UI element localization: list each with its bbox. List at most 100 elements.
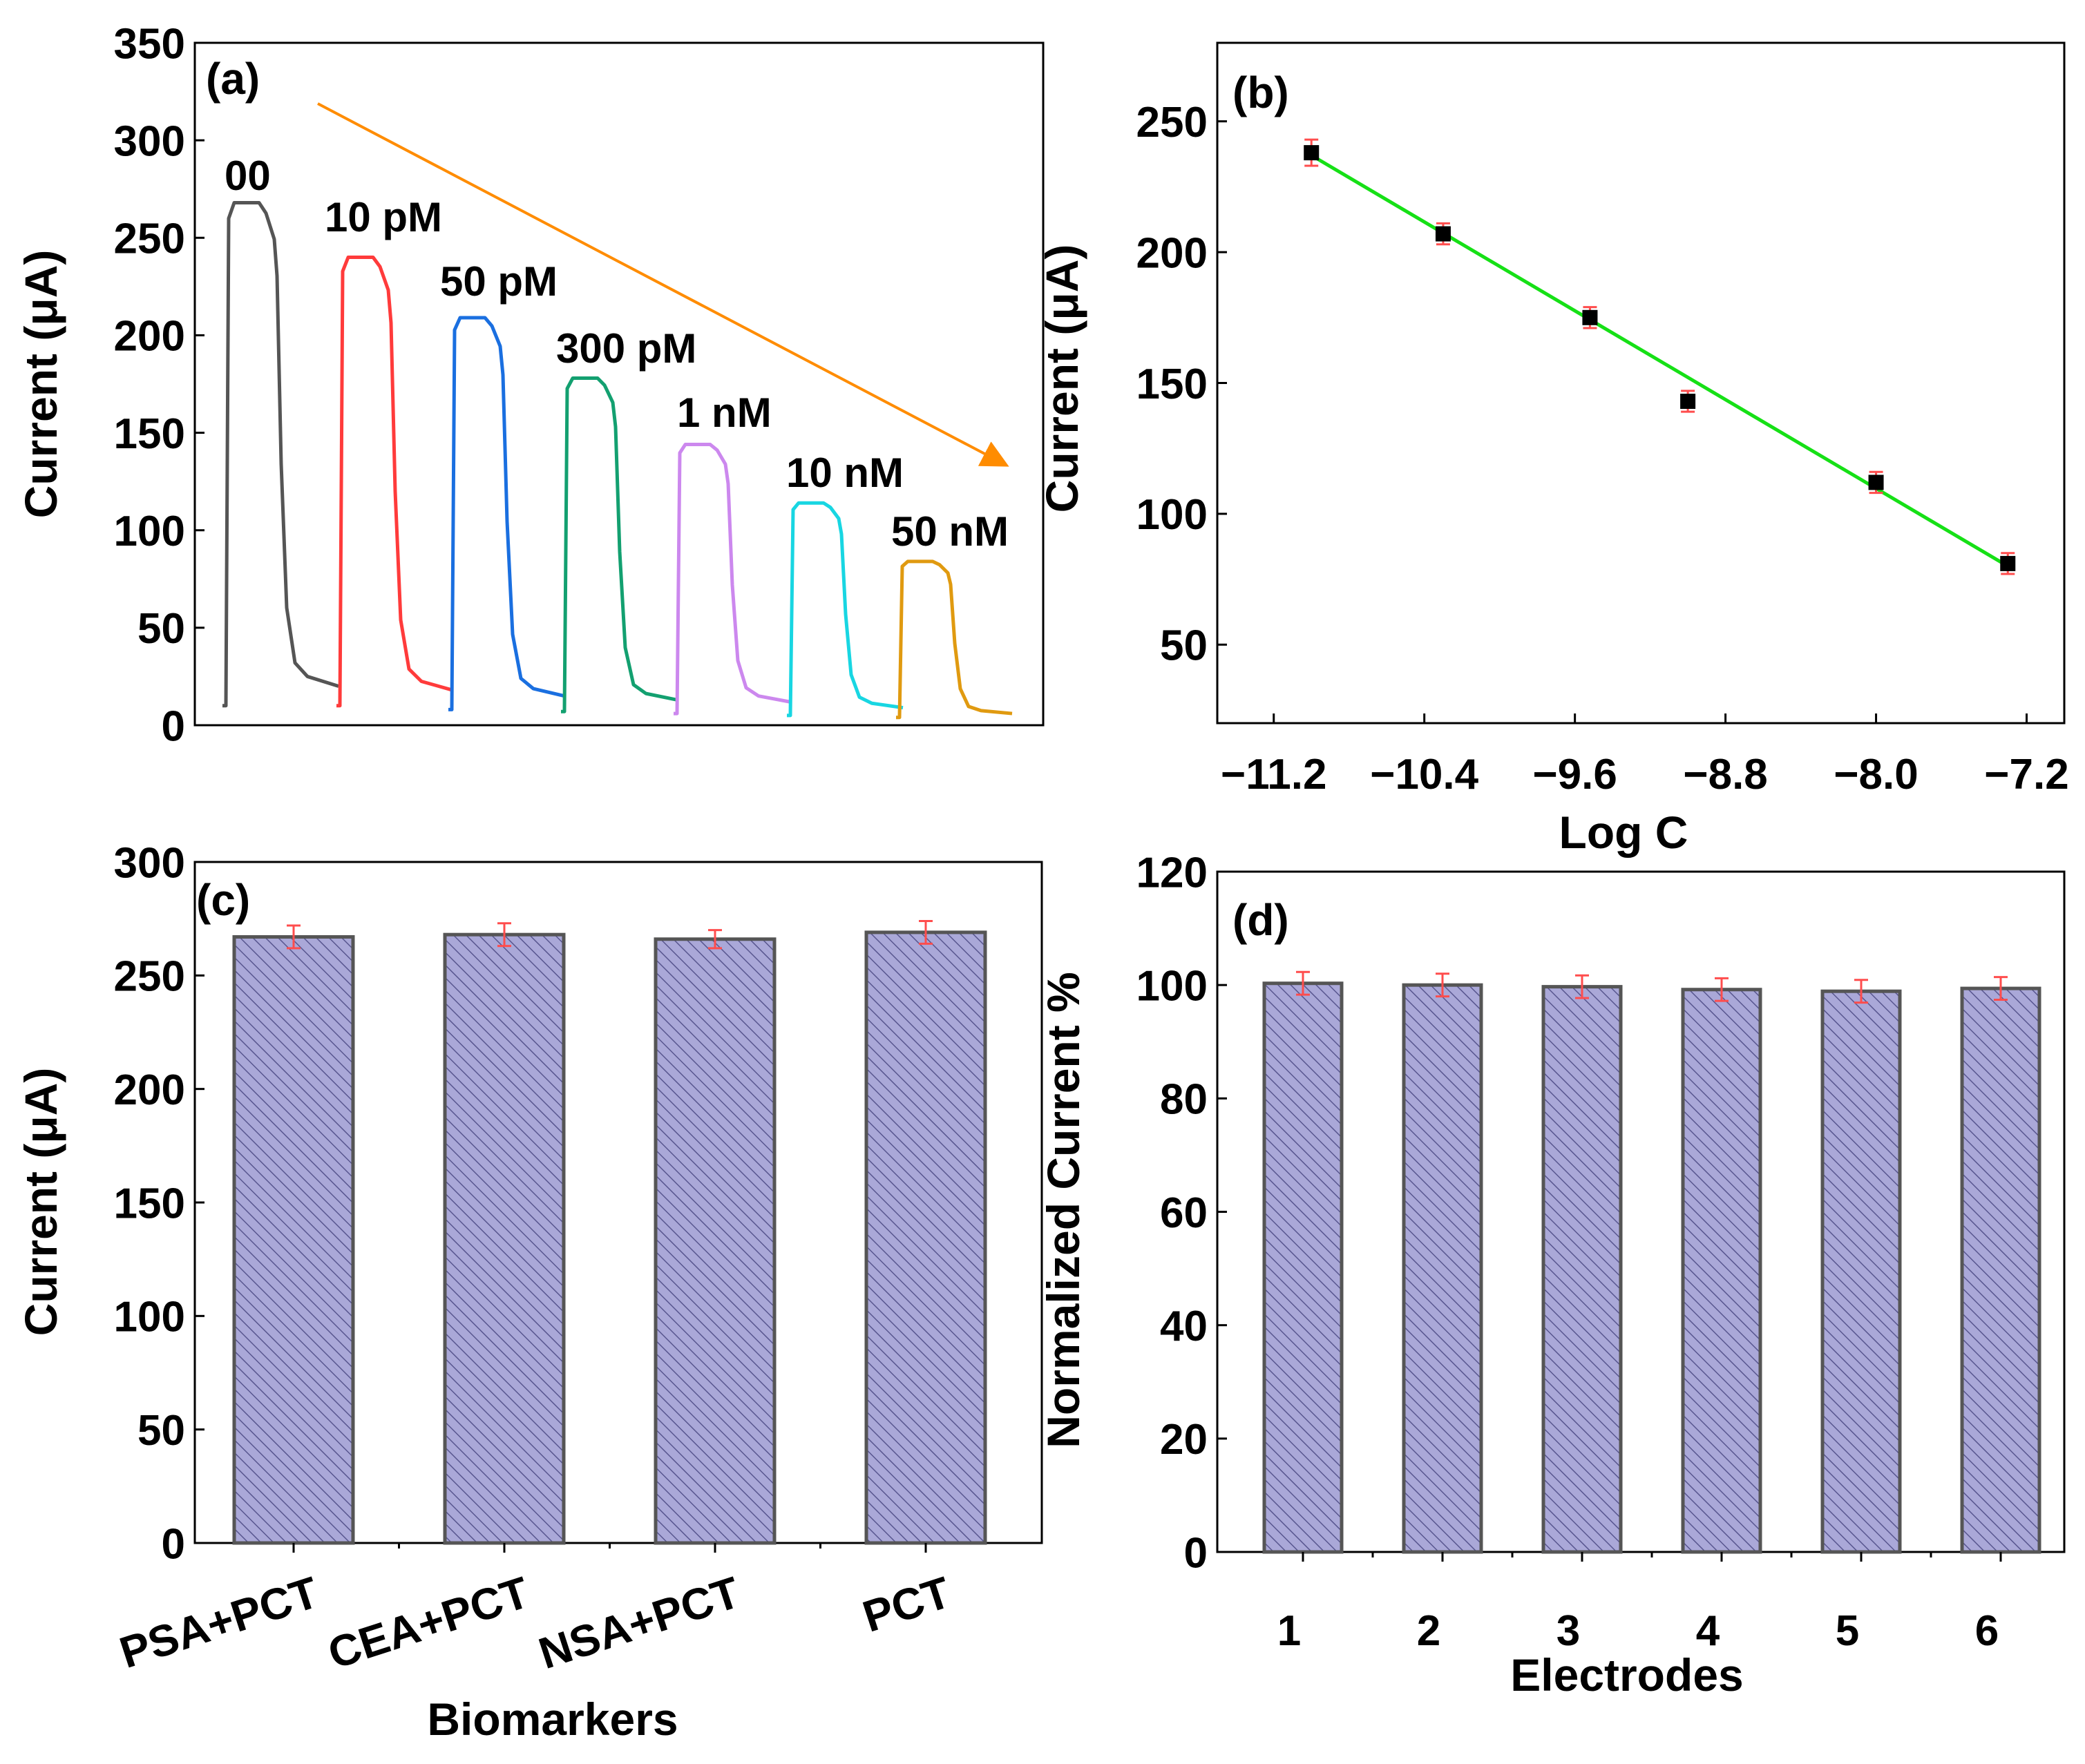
series-line [674, 443, 790, 716]
bar [1402, 983, 1483, 1554]
bar [443, 932, 566, 1545]
panel-c-label: (c) [196, 875, 250, 925]
panel-b: 50 100 150 200 250 −11.2 −10.4 −9.6 −8.8 −8.0 −7.… [1036, 41, 2069, 858]
series-line [787, 501, 904, 718]
panel-a: 0 50 100 150 200 250 300 350 00 10 pM 50 pM 300 pM… [15, 20, 1045, 750]
y-tick-label: 100 [1136, 962, 1208, 1010]
series-line [561, 376, 678, 713]
y-tick-label: 250 [114, 215, 185, 263]
data-point [1680, 394, 1696, 410]
panel-b-xlabel: Log C [1559, 807, 1688, 858]
x-tick-label: 2 [1417, 1607, 1440, 1655]
panel-a-y-axis: 0 50 100 150 200 250 300 350 [114, 20, 204, 750]
x-tick-label: PSA+PCT [114, 1567, 325, 1678]
linear-fit-line [1310, 153, 2009, 568]
y-tick-label: 350 [114, 20, 185, 68]
series-line [222, 200, 339, 708]
y-tick-label: 250 [1136, 99, 1208, 146]
bar [1541, 985, 1623, 1554]
panel-d: 0 20 40 60 80 100 120 1 2 3 4 5 6 (d) Normalized Cu… [1038, 849, 2066, 1700]
bar [654, 937, 777, 1545]
y-tick-label: 50 [1160, 622, 1208, 670]
panel-b-x-axis: −11.2 −10.4 −9.6 −8.8 −8.0 −7.2 [1221, 713, 2069, 798]
panel-d-label: (d) [1232, 895, 1289, 945]
y-tick-label: 20 [1160, 1416, 1208, 1464]
x-tick-label: −8.8 [1683, 751, 1767, 798]
panel-d-bars [1262, 970, 2041, 1554]
bar [1960, 986, 2041, 1554]
data-point [2000, 555, 2016, 571]
x-tick-label: −11.2 [1221, 751, 1326, 798]
x-tick-label: 5 [1836, 1607, 1859, 1655]
x-tick-label: NSA+PCT [533, 1567, 745, 1678]
y-tick-label: 50 [137, 605, 185, 653]
panel-d-x-axis: 1 2 3 4 5 6 [1277, 1552, 2002, 1655]
bar [1681, 988, 1762, 1554]
panel-d-frame [1216, 870, 2066, 1553]
y-tick-label: 0 [1184, 1529, 1208, 1577]
y-tick-label: 250 [114, 953, 185, 1001]
panel-a-frame [193, 41, 1045, 727]
y-tick-label: 150 [114, 410, 185, 458]
series-label: 300 pM [556, 325, 696, 372]
x-tick-label: −8.0 [1834, 751, 1918, 798]
y-tick-label: 300 [114, 117, 185, 165]
panel-b-y-axis: 50 100 150 200 250 [1136, 99, 1227, 670]
panel-b-ylabel: Current (μA) [1036, 245, 1087, 513]
panel-c-y-axis: 0 50 100 150 200 250 300 [114, 839, 204, 1568]
y-tick-label: 150 [1136, 361, 1208, 408]
bar [232, 934, 355, 1545]
panel-c-ylabel: Current (μA) [15, 1068, 66, 1336]
x-tick-label: 4 [1696, 1607, 1720, 1655]
data-point [1868, 474, 1884, 490]
y-tick-label: 100 [114, 1294, 185, 1341]
panel-a-ylabel: Current (μA) [15, 250, 66, 519]
bar [1820, 989, 1902, 1554]
x-tick-label: −10.4 [1370, 751, 1478, 798]
series-label: 50 nM [891, 508, 1009, 555]
y-tick-label: 200 [114, 313, 185, 361]
data-point [1582, 309, 1598, 325]
y-tick-label: 150 [114, 1180, 185, 1227]
series-label: 1 nM [677, 390, 772, 436]
panel-c-bars [232, 919, 987, 1545]
panel-b-points [1304, 138, 2016, 575]
x-tick-label: 1 [1277, 1607, 1301, 1655]
x-tick-label: 6 [1975, 1607, 1999, 1655]
panel-c-xlabel: Biomarkers [427, 1694, 678, 1745]
y-tick-label: 0 [162, 1520, 185, 1568]
y-tick-label: 40 [1160, 1303, 1208, 1350]
series-line [448, 316, 565, 711]
x-tick-label: CEA+PCT [322, 1567, 535, 1678]
panel-d-y-axis: 0 20 40 60 80 100 120 [1136, 849, 1227, 1577]
bar [1262, 981, 1344, 1554]
bar [864, 930, 987, 1545]
y-tick-label: 0 [162, 702, 185, 750]
data-point [1435, 226, 1451, 242]
series-label: 10 nM [786, 450, 904, 496]
panel-b-frame [1216, 41, 2066, 725]
trend-arrow [317, 102, 1009, 467]
y-tick-label: 300 [114, 839, 185, 887]
panel-a-label: (a) [206, 54, 260, 104]
panel-b-label: (b) [1232, 68, 1289, 117]
x-tick-label: −7.2 [1984, 751, 2068, 798]
series-label: 50 pM [440, 258, 558, 305]
panel-d-ylabel: Normalized Current % [1038, 972, 1089, 1448]
x-tick-label: 3 [1556, 1607, 1580, 1655]
data-point [1304, 145, 1320, 161]
panel-c: 0 50 100 150 200 250 300 PSA+PCTCEA+PCTNSA+PCT… [15, 839, 1043, 1745]
y-tick-label: 100 [114, 508, 185, 555]
panel-a-series: 00 10 pM 50 pM 300 pM 1 nM 10 nM 50 nM [222, 153, 1013, 720]
x-tick-label: −9.6 [1532, 751, 1617, 798]
y-tick-label: 50 [137, 1407, 185, 1455]
y-tick-label: 120 [1136, 849, 1208, 897]
panel-d-xlabel: Electrodes [1510, 1649, 1743, 1700]
y-tick-label: 60 [1160, 1189, 1208, 1237]
y-tick-label: 80 [1160, 1076, 1208, 1124]
series-label: 10 pM [325, 194, 442, 240]
y-tick-label: 200 [1136, 229, 1208, 277]
series-line [896, 559, 1013, 720]
